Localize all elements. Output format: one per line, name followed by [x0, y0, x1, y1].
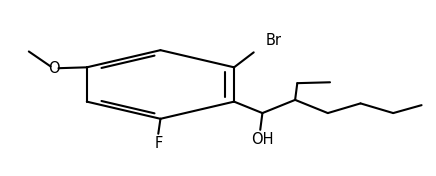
Text: O: O — [48, 61, 60, 76]
Text: F: F — [154, 136, 162, 151]
Text: Br: Br — [266, 33, 282, 48]
Text: OH: OH — [251, 132, 274, 147]
